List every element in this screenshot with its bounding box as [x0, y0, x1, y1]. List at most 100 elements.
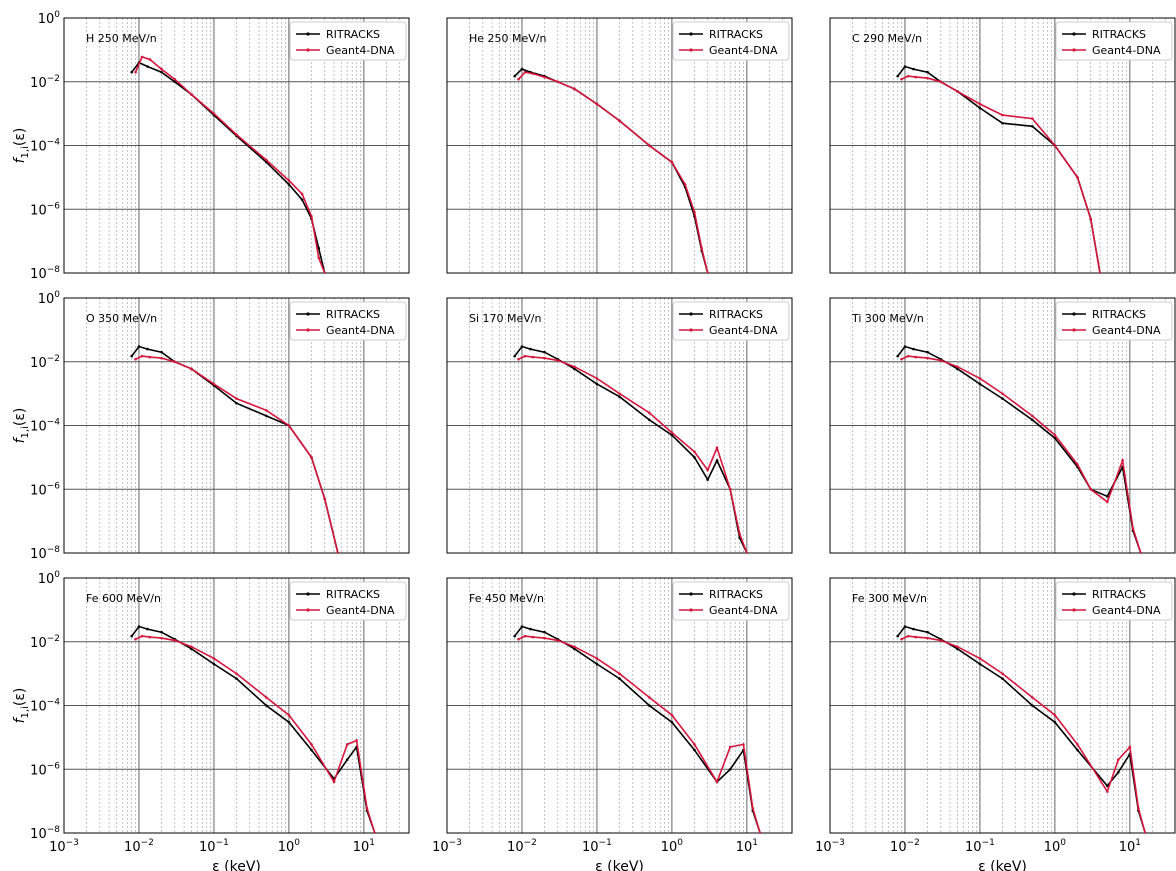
y-tick-label: 100 — [38, 10, 61, 27]
y-tick-label: 10−6 — [30, 761, 60, 778]
data-point-geant4-dna — [531, 355, 535, 359]
data-point-geant4-dna — [160, 67, 163, 71]
series-line-geant4-dna — [518, 355, 748, 553]
data-point-geant4-dna — [287, 424, 291, 427]
x-tick-label: 100 — [1044, 838, 1067, 855]
data-point-ritracks — [728, 767, 732, 771]
data-point-geant4-dna — [914, 355, 918, 359]
axes-frame — [829, 577, 1176, 834]
data-point-geant4-dna — [160, 356, 163, 360]
data-point-ritracks — [1001, 677, 1004, 680]
series-line-ritracks — [897, 625, 1146, 833]
data-point-geant4-dna — [926, 356, 929, 360]
data-point-ritracks — [235, 677, 238, 680]
data-point-geant4-dna — [715, 446, 719, 450]
data-point-ritracks — [212, 662, 216, 666]
legend-label: Geant4-DNA — [709, 44, 778, 57]
data-point-geant4-dna — [531, 635, 535, 639]
data-point-ritracks — [1076, 748, 1079, 752]
data-point-geant4-dna — [573, 365, 576, 368]
data-point-geant4-dna — [373, 831, 377, 833]
x-tick-label: 10−2 — [507, 838, 537, 855]
panel-9: Fe 300 MeV/n RITRACKS Geant4-DNA 10−3 10−2 10… — [815, 577, 1176, 871]
data-point-geant4-dna — [728, 487, 732, 491]
data-point-geant4-dna — [939, 359, 943, 362]
data-point-geant4-dna — [1105, 790, 1109, 793]
legend-label: RITRACKS — [709, 588, 763, 601]
data-point-geant4-dna — [148, 355, 152, 359]
series-line-ritracks — [131, 61, 326, 273]
data-point-geant4-dna — [190, 645, 193, 648]
data-point-geant4-dna — [1053, 713, 1057, 717]
x-tick-label: 10−1 — [582, 838, 612, 855]
data-point-ritracks — [160, 630, 163, 634]
data-point-ritracks — [595, 662, 599, 666]
legend-marker — [1072, 48, 1076, 52]
data-point-geant4-dna — [543, 636, 546, 640]
data-point-geant4-dna — [648, 144, 651, 147]
series-line-geant4-dna — [135, 635, 376, 833]
data-point-ritracks — [693, 456, 696, 459]
data-point-ritracks — [978, 106, 982, 110]
data-point-ritracks — [693, 748, 696, 752]
data-point-geant4-dna — [1098, 271, 1102, 273]
data-point-geant4-dna — [751, 806, 755, 810]
panel-title: O 350 MeV/n — [86, 312, 157, 325]
data-point-ritracks — [1053, 436, 1057, 440]
y-tick-label: 10−4 — [30, 698, 60, 715]
data-point-geant4-dna — [336, 551, 340, 553]
legend-marker — [689, 312, 693, 316]
data-point-geant4-dna — [618, 672, 621, 675]
data-point-geant4-dna — [573, 87, 576, 91]
data-point-geant4-dna — [523, 354, 527, 358]
data-point-geant4-dna — [1105, 500, 1109, 504]
data-point-geant4-dna — [134, 637, 137, 641]
data-point-ritracks — [345, 758, 349, 761]
data-point-geant4-dna — [715, 780, 719, 784]
data-point-ritracks — [529, 627, 532, 631]
data-point-ritracks — [903, 625, 907, 628]
data-point-geant4-dna — [323, 271, 326, 273]
x-tick-label: 101 — [353, 838, 375, 855]
data-point-ritracks — [529, 347, 532, 351]
data-point-geant4-dna — [190, 93, 193, 96]
data-point-ritracks — [1105, 784, 1109, 788]
data-point-geant4-dna — [173, 360, 177, 364]
axes-frame — [63, 297, 410, 554]
data-point-geant4-dna — [317, 256, 321, 260]
data-point-geant4-dna — [134, 357, 137, 361]
data-point-geant4-dna — [265, 696, 268, 699]
data-point-geant4-dna — [914, 635, 918, 639]
data-point-geant4-dna — [212, 112, 216, 115]
data-point-geant4-dna — [706, 468, 709, 472]
panel-7: Fe 600 MeV/n RITRACKS Geant4-DNA 100 10−2 10−… — [12, 570, 410, 871]
legend-marker — [1072, 312, 1076, 316]
data-point-geant4-dna — [670, 431, 674, 434]
data-point-ritracks — [137, 625, 141, 628]
data-point-geant4-dna — [265, 408, 268, 412]
data-point-geant4-dna — [956, 365, 959, 368]
y-tick-label: 100 — [38, 570, 61, 587]
y-tick-label: 100 — [38, 290, 61, 307]
panel-5: Si 170 MeV/n RITRACKS Geant4-DNA — [446, 297, 793, 554]
data-point-geant4-dna — [939, 639, 943, 642]
x-axis-label: ε (keV) — [595, 859, 644, 871]
data-point-ritracks — [130, 70, 134, 74]
x-tick-label: 10−1 — [965, 838, 995, 855]
data-point-ritracks — [903, 345, 907, 348]
data-point-geant4-dna — [648, 696, 651, 699]
data-point-geant4-dna — [738, 532, 741, 536]
data-point-geant4-dna — [758, 831, 762, 833]
data-point-geant4-dna — [956, 645, 959, 648]
data-point-ritracks — [648, 704, 651, 707]
data-point-ritracks — [543, 630, 546, 634]
y-tick-label: 10−4 — [30, 138, 60, 155]
legend-marker — [689, 48, 693, 52]
data-point-geant4-dna — [1143, 831, 1147, 833]
data-point-geant4-dna — [1031, 414, 1034, 418]
data-point-geant4-dna — [265, 158, 268, 162]
data-point-geant4-dna — [693, 450, 696, 454]
series-line-geant4-dna — [134, 55, 326, 273]
x-tick-label: 10−2 — [890, 838, 920, 855]
data-point-ritracks — [265, 704, 268, 707]
